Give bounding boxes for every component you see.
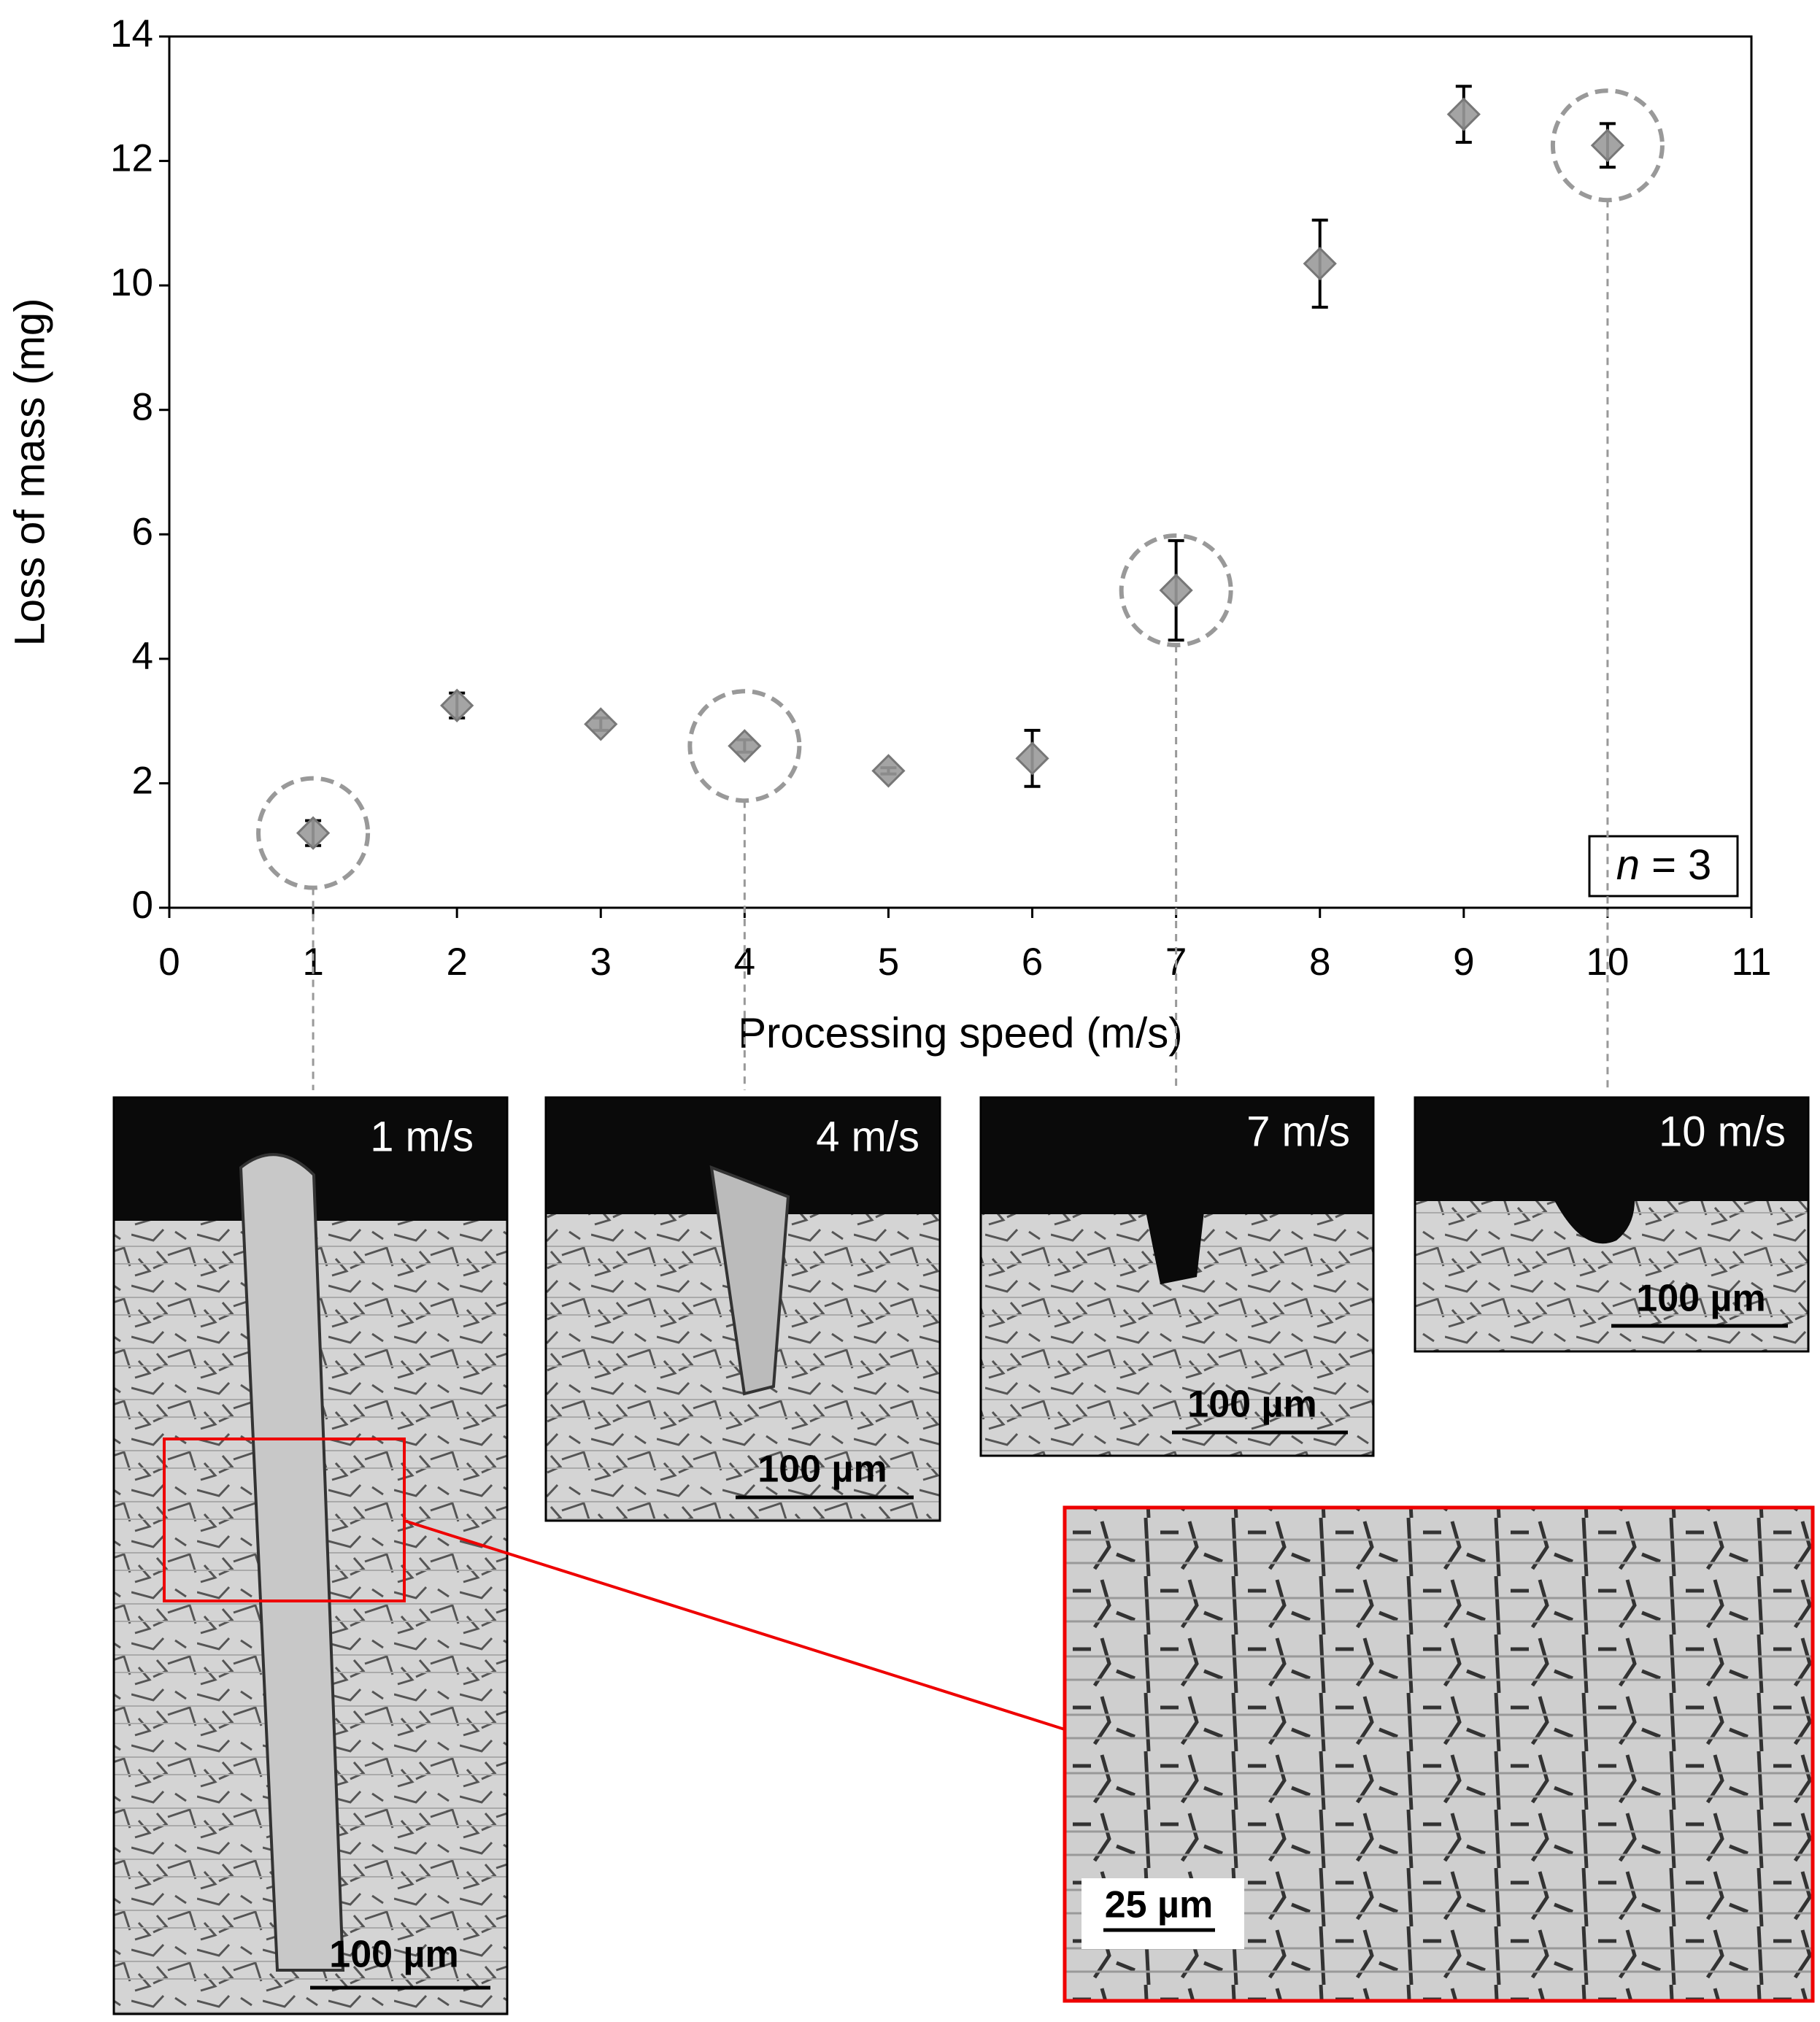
speed-label: 10 m/s [1659,1108,1786,1155]
x-axis-title: Processing speed (m/s) [738,1009,1182,1057]
y-tick-label: 14 [110,12,153,55]
scale-bar-label: 100 µm [329,1934,458,1976]
speed-label: 1 m/s [370,1113,474,1160]
micrograph-4 [544,1096,941,1522]
zoom-connector [404,1519,1065,1731]
annotation-box [1588,835,1739,898]
micrograph-zoom [1063,1505,1815,2003]
speed-label: 7 m/s [1246,1108,1350,1155]
micrograph-10 [1414,1096,1810,1353]
point [1303,247,1337,281]
x-tick-label: 11 [1731,941,1771,984]
point [1159,573,1193,608]
x-tick-label: 6 [1022,941,1043,984]
plot-frame [168,35,1753,909]
point [440,688,474,722]
scale-bar-label: 100 µm [1187,1384,1316,1426]
scale-bar-label: 25 µm [1105,1884,1213,1926]
micrograph-7 [979,1096,1375,1457]
y-axis-title: Loss of mass (mg) [6,298,53,647]
x-tick-label: 3 [590,941,612,984]
x-tick-label: 2 [446,941,467,984]
speed-label: 4 m/s [816,1113,919,1160]
y-tick-label: 8 [132,386,153,429]
x-tick-label: 0 [158,941,180,984]
point [1590,128,1625,163]
point [296,816,331,850]
highlight-circle [687,689,802,803]
y-tick-label: 6 [132,510,153,553]
y-tick-label: 10 [110,261,153,304]
point [1015,741,1049,776]
y-tick-label: 0 [132,884,153,927]
point [728,729,762,763]
annotation: n = 3 [1616,841,1712,889]
scale-bar-label: 100 µm [757,1448,887,1491]
x-tick-label: 9 [1453,941,1474,984]
point [584,707,618,741]
x-tick-label: 8 [1309,941,1330,984]
y-tick-label: 4 [132,635,153,678]
point [1446,97,1481,131]
y-tick-label: 2 [132,759,153,802]
micrograph-1 [112,1096,509,2015]
x-tick-label: 5 [878,941,899,984]
point [871,754,906,788]
y-tick-label: 12 [110,137,153,180]
annotation-italic: n [1616,841,1640,889]
x-tick-label: 1 [302,941,323,984]
scale-bar-label: 100 µm [1636,1278,1765,1320]
annotation-text: = 3 [1640,841,1711,889]
